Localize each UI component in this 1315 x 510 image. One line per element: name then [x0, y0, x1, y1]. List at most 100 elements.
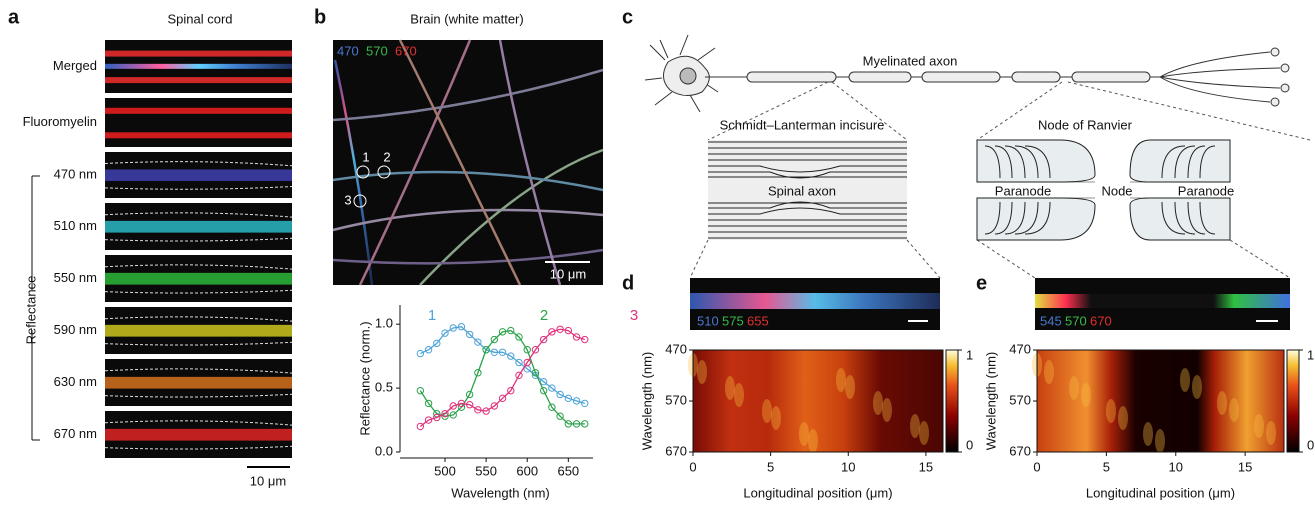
x-tick-label: 5: [767, 459, 774, 474]
outline: [104, 289, 293, 294]
panel-letter: e: [976, 272, 987, 294]
myelin: [105, 107, 292, 114]
data-point: [523, 358, 531, 367]
heatmap-texture: [1254, 414, 1264, 438]
row-label: 470 nm: [54, 166, 97, 181]
heatmap-texture: [734, 383, 744, 407]
x-tick-label: 550: [475, 463, 497, 478]
data-point: [548, 384, 556, 392]
fiber: [105, 169, 292, 181]
channel-label: 470: [337, 43, 359, 58]
channel-label: 575: [722, 313, 744, 328]
x-tick-label: 5: [1103, 459, 1110, 474]
node-diagram: [976, 139, 1231, 241]
data-point: [474, 369, 482, 377]
data-point: [498, 328, 507, 336]
data-point: [490, 348, 499, 356]
data-point: [507, 386, 515, 395]
row-label: Merged: [53, 58, 97, 73]
fiber: [105, 272, 292, 285]
data-point: [441, 329, 449, 337]
heatmap-texture: [771, 406, 781, 430]
roi: [353, 194, 367, 208]
heatmap-texture: [1069, 376, 1079, 400]
data-point: [581, 399, 589, 408]
heatmap-texture: [1155, 429, 1165, 453]
y-tick-label: 0.0: [375, 443, 393, 458]
x-tick-label: 15: [919, 459, 933, 474]
data-point: [581, 335, 589, 344]
data-point: [474, 338, 482, 346]
data-point: [523, 346, 531, 354]
y-tick-label: 670: [665, 443, 687, 458]
data-point: [539, 386, 548, 395]
x-axis-label: Wavelength (nm): [451, 485, 550, 500]
fiber: [105, 324, 292, 337]
channel-label: 570: [366, 43, 388, 58]
data-point: [564, 420, 573, 428]
data-point: [482, 407, 490, 415]
heatmap-texture: [697, 360, 707, 384]
data-point: [548, 328, 556, 336]
roi-label: 3: [344, 192, 351, 207]
data-point: [433, 339, 441, 348]
diagram-label: Paranode: [995, 183, 1051, 198]
fibers: [332, 39, 604, 286]
series-label: 3: [630, 307, 638, 324]
data-point: [515, 371, 523, 380]
outline: [104, 368, 293, 374]
outline: [104, 393, 293, 398]
data-point: [507, 352, 515, 360]
data-point: [564, 326, 573, 335]
data-point: [424, 346, 433, 354]
y-tick-label: 0.5: [375, 380, 393, 395]
data-point: [424, 399, 433, 408]
axon-core: [708, 180, 907, 200]
x-tick-label: 600: [516, 463, 538, 478]
myelin: [105, 77, 292, 84]
channel-label: 670: [1090, 313, 1112, 328]
group-label: Reflectance: [23, 276, 38, 345]
diagram-label: Node: [1101, 183, 1132, 198]
y-axis-label: Wavelength (nm): [639, 352, 654, 451]
heatmap-texture: [919, 421, 929, 445]
neuron: [644, 34, 1290, 113]
y-axis-label: Reflectance (norm.): [357, 321, 372, 435]
data-point: [556, 390, 564, 399]
data-point: [581, 420, 589, 428]
outline: [104, 445, 293, 450]
heatmap-texture: [725, 376, 735, 400]
heatmap-texture: [1217, 391, 1227, 415]
data-point: [424, 416, 433, 424]
outline: [104, 212, 293, 218]
heatmap-texture: [1229, 398, 1239, 422]
outline: [104, 264, 293, 270]
roi: [377, 165, 391, 179]
outline: [104, 161, 293, 167]
roi: [356, 165, 370, 179]
outline: [104, 420, 293, 426]
y-tick-label: 670: [1009, 443, 1031, 458]
data-point: [416, 386, 425, 395]
panel-title: Spinal cord: [167, 11, 232, 26]
data-point: [465, 330, 474, 339]
data-point: [539, 377, 548, 386]
data-point: [515, 333, 523, 341]
myelin: [105, 132, 292, 139]
heatmap-texture: [836, 368, 846, 392]
row-label: Fluoromyelin: [23, 114, 97, 129]
roi-label: 1: [362, 149, 369, 164]
y-tick-label: 470: [665, 341, 687, 356]
diagram-label: Myelinated axon: [863, 53, 958, 68]
panel-title: Brain (white matter): [410, 11, 523, 26]
diagram-label: Spinal axon: [768, 183, 836, 198]
diagram-label: Paranode: [1178, 183, 1234, 198]
data-point: [457, 399, 466, 408]
panel-letter: b: [314, 6, 326, 28]
data-point: [498, 348, 507, 356]
heatmap-texture: [799, 422, 809, 446]
data-point: [490, 402, 499, 410]
series-line: [419, 329, 585, 425]
